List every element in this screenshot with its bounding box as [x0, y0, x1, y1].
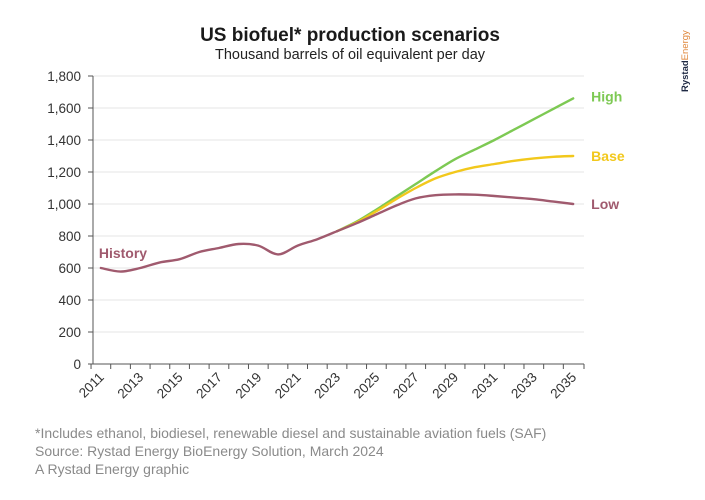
line-history — [99, 230, 339, 273]
credit-note: A Rystad Energy graphic — [35, 461, 190, 477]
x-tick-label: 2013 — [114, 370, 146, 402]
x-tick-label: 2031 — [469, 370, 501, 402]
x-axis-ticks: 2011 2013 2015 2017 2019 2021 2023 2025 2027 2029… — [76, 364, 585, 402]
chart-title: US biofuel* production scenarios — [200, 25, 500, 46]
series-label-high: High — [591, 88, 622, 104]
chart-subtitle: Thousand barrels of oil equivalent per d… — [215, 47, 486, 63]
y-tick-label: 1,000 — [47, 197, 81, 212]
line-base — [335, 154, 575, 233]
brand-part1: Rystad — [680, 60, 691, 92]
line-high — [335, 97, 575, 233]
y-tick-label: 0 — [73, 357, 81, 372]
footnote: *Includes ethanol, biodiesel, renewable … — [35, 425, 547, 441]
x-tick-label: 2017 — [193, 370, 225, 402]
y-tick-label: 1,800 — [47, 69, 81, 84]
series-lines — [99, 97, 575, 273]
chart-footer: *Includes ethanol, biodiesel, renewable … — [35, 424, 546, 478]
y-tick-label: 1,200 — [47, 165, 81, 180]
y-tick-label: 1,600 — [47, 101, 81, 116]
y-axis-ticks: 0 200 400 600 800 1,000 1,200 1,400 1,600 1,800 — [47, 69, 93, 372]
rystad-energy-logo: RystadEnergy — [680, 30, 691, 92]
y-tick-label: 800 — [58, 229, 81, 244]
source-note: Source: Rystad Energy BioEnergy Solution… — [35, 443, 384, 459]
x-tick-label: 2011 — [76, 370, 107, 401]
brand-part2: Energy — [680, 30, 691, 61]
x-tick-label: 2025 — [351, 370, 383, 402]
series-labels: High Base Low History — [99, 88, 625, 261]
gridlines — [93, 75, 584, 333]
series-label-history: History — [99, 245, 147, 261]
x-tick-label: 2021 — [272, 370, 304, 402]
x-tick-label: 2027 — [390, 370, 422, 402]
y-tick-label: 600 — [58, 261, 81, 276]
x-tick-label: 2023 — [311, 370, 343, 402]
axes — [92, 76, 584, 365]
x-tick-label: 2015 — [154, 370, 186, 402]
x-tick-label: 2029 — [429, 370, 461, 402]
series-label-low: Low — [591, 196, 619, 212]
series-label-base: Base — [591, 148, 625, 164]
x-tick-label: 2035 — [547, 370, 579, 402]
x-tick-label: 2019 — [233, 370, 265, 402]
y-tick-label: 200 — [58, 325, 81, 340]
y-tick-label: 1,400 — [47, 133, 81, 148]
x-tick-label: 2033 — [508, 370, 540, 402]
y-tick-label: 400 — [58, 293, 81, 308]
line-low — [335, 193, 575, 233]
